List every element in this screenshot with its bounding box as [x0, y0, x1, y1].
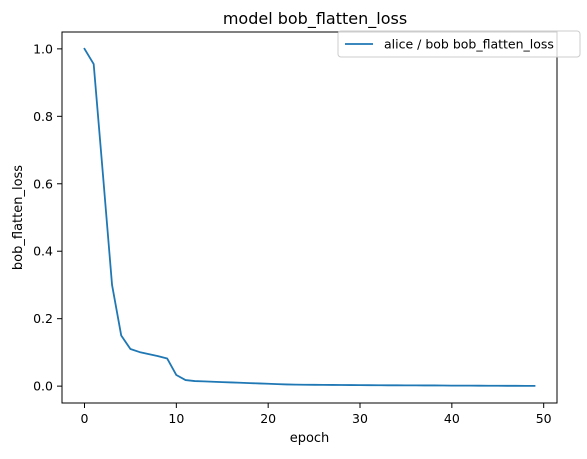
x-axis-ticks: 0 10 20 30 40 50: [81, 403, 552, 426]
y-tick-label: 0.8: [33, 109, 53, 124]
y-tick-label: 0.6: [33, 176, 53, 191]
x-axis-label: epoch: [290, 431, 330, 446]
x-tick-label: 20: [260, 411, 276, 426]
y-tick-label: 0.2: [33, 311, 53, 326]
series-line-0: [83, 47, 536, 387]
x-tick-label: 30: [352, 411, 368, 426]
series-layer: [83, 47, 536, 387]
legend-series-label: alice / bob bob_flatten_loss: [384, 37, 554, 52]
x-tick-label: 10: [168, 411, 184, 426]
y-tick-label: 1.0: [33, 41, 53, 56]
y-tick-label: 0.4: [33, 244, 53, 259]
plot-area-frame: [61, 31, 558, 404]
legend: alice / bob bob_flatten_loss: [337, 30, 581, 58]
y-tick-label: 0.0: [33, 379, 53, 394]
x-tick-label: 50: [536, 411, 552, 426]
chart-title: model bob_flatten_loss: [223, 9, 407, 29]
x-tick-label: 40: [444, 411, 460, 426]
x-tick-label: 0: [81, 411, 89, 426]
legend-box: [337, 30, 581, 58]
y-axis-label: bob_flatten_loss: [11, 165, 26, 270]
y-axis-ticks: 0.0 0.2 0.4 0.6 0.8 1.0: [33, 41, 62, 394]
